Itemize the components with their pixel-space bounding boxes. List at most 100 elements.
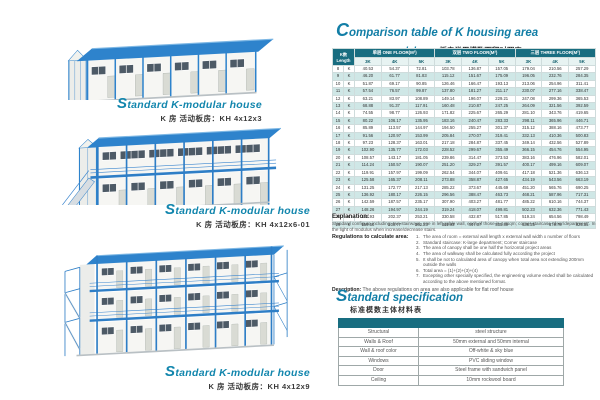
cell: 565.76 [541,183,570,192]
cell: 744.37 [568,198,596,207]
cell: 636.13 [568,168,596,178]
cell: 247.25 [487,102,516,111]
cell: K [343,102,355,111]
spec-row: Structural steel structure [338,327,564,338]
cell: 199.09 [407,168,436,178]
cell: 16 [332,124,344,133]
cell: 51.87 [354,79,382,89]
cell: K [343,94,355,104]
cell: 61.77 [380,72,409,81]
cell: 180.17 [380,190,409,200]
comparison-table-body: 8 K 40.53 54.37 72.81 103.78 136.87 157.05 179.0… [332,64,596,229]
regulation-item: 7. Excepting other specially specified, t… [416,273,594,284]
cell: 771.43 [568,205,596,215]
cell: 135.95 [407,116,436,126]
cell: 151.67 [461,72,489,81]
cell: 365.53 [568,94,596,104]
cell: 126.93 [407,109,436,118]
cell: 26 [332,198,344,207]
cell: 196.05 [514,72,543,81]
building-illustration-3-floor [64,245,288,357]
table-row: 12 K 63.21 83.97 108.89 149.14 196.07 229.21 247… [332,94,596,104]
cell: 473.77 [568,124,596,133]
table-row: 19 K 102.90 135.77 172.03 228.52 299.67 355.49 3… [332,146,596,155]
cell: 262.54 [434,168,463,178]
cell: 587.96 [541,190,570,200]
regulation-item: 4. The area of walkway shall be calculate… [416,250,555,256]
cell: 181.27 [461,87,489,96]
table-row: 8 K 40.53 54.37 72.81 103.78 136.87 157.05 179.0… [332,64,596,74]
cell: 193.13 [487,79,516,89]
cell: 211.17 [487,87,516,96]
spec-subtitle-cn: 标准模数主体材料表 [350,307,422,314]
building-3-caption: Standard K-modular house K 房 活动板房：KH 4x1… [80,363,310,392]
cell: K [343,64,355,74]
cell: 344.07 [461,168,489,178]
subcol-header: 5K [407,57,436,66]
cell: 160.48 [434,102,463,111]
spec-cell: 10mm rockwool board [418,374,564,386]
cell: 57.54 [354,87,382,96]
cell: 208.11 [407,176,436,185]
cell: K [343,183,355,192]
cell: K [343,146,355,155]
cell: 12 [332,94,344,104]
cell: 11 [332,87,344,96]
cell: 298.11 [514,116,543,126]
cell: 226.15 [407,190,436,200]
subcol-header: 4K [380,57,409,66]
table-row: 26 K 142.59 187.57 235.17 307.90 403.27 481.77 4… [332,198,596,207]
cell: 284.35 [568,72,596,81]
cell: 255.27 [461,124,489,133]
building-illustration-2-floor [62,127,281,205]
cell: 106.17 [380,116,409,126]
cell: 194.50 [434,124,463,133]
subcol-header: 4K [541,57,570,66]
spec-cell: 50mm external and 50mm internal [418,336,564,348]
cell: 165.37 [380,176,409,185]
regulation-item: 3. The area of canopy shall be one half t… [416,245,552,251]
cell: 277.16 [541,87,570,96]
cell: K [343,161,355,170]
cell: 98.77 [380,109,409,118]
cell: 417.18 [514,168,543,178]
cell: 150.57 [380,161,409,170]
cell: 137.80 [434,87,463,96]
explanation-heading: Explanation: [332,213,370,220]
cell: 80.22 [354,116,382,126]
spec-cell: Off-white & sky blue [418,346,564,357]
cell: 81.83 [407,72,436,81]
cell: 20 [332,153,344,163]
regulation-item: 5. It shall be not to calculated area of … [416,256,584,268]
table-row: 15 K 80.22 106.17 135.95 183.16 240.47 283.33 29… [332,116,596,126]
spec-row: Ceiling 10mm rockwool board [338,374,564,386]
table-row: 9 K 46.20 61.77 81.83 115.12 151.67 175.09 196.0… [332,72,596,81]
cell: 663.19 [568,176,596,185]
cell: 338.47 [568,87,596,96]
spec-row: Wall & roof color Off-white & sky blue [338,346,564,357]
cell: 153.99 [407,131,436,141]
cell: 265.29 [487,109,516,118]
cell: 113.57 [380,124,409,133]
subcol-row: 3K 4K 5K 3K 4K 5K 3K 4K 5K [333,57,596,66]
comparison-title-line1: Comparison table of K housing area [336,20,539,40]
cell: 610.16 [541,198,570,207]
subcol-header: 3K [434,57,463,66]
cell: 391.57 [487,161,516,170]
cell: 554.95 [568,146,596,155]
cell: 68.88 [354,102,382,111]
cell: 285.22 [434,183,463,192]
cell: 521.36 [541,168,570,178]
cell: 419.65 [568,109,596,118]
regulation-item: 6. Total area = (1)+(2)+(3)+(4) [416,267,478,273]
table-row: 22 K 119.91 157.97 199.09 262.54 344.07 409.61 4… [332,168,596,178]
cell: K [343,168,355,178]
cell: 717.31 [568,190,596,200]
cell: 90.85 [407,79,436,89]
cell: 74.55 [354,109,382,118]
dropcap-c: C [336,20,349,40]
spec-cell: Windows [338,355,419,367]
cell: 210.56 [541,64,570,74]
spec-table: Structural steel structure Walls & Roof 50m… [338,318,564,386]
